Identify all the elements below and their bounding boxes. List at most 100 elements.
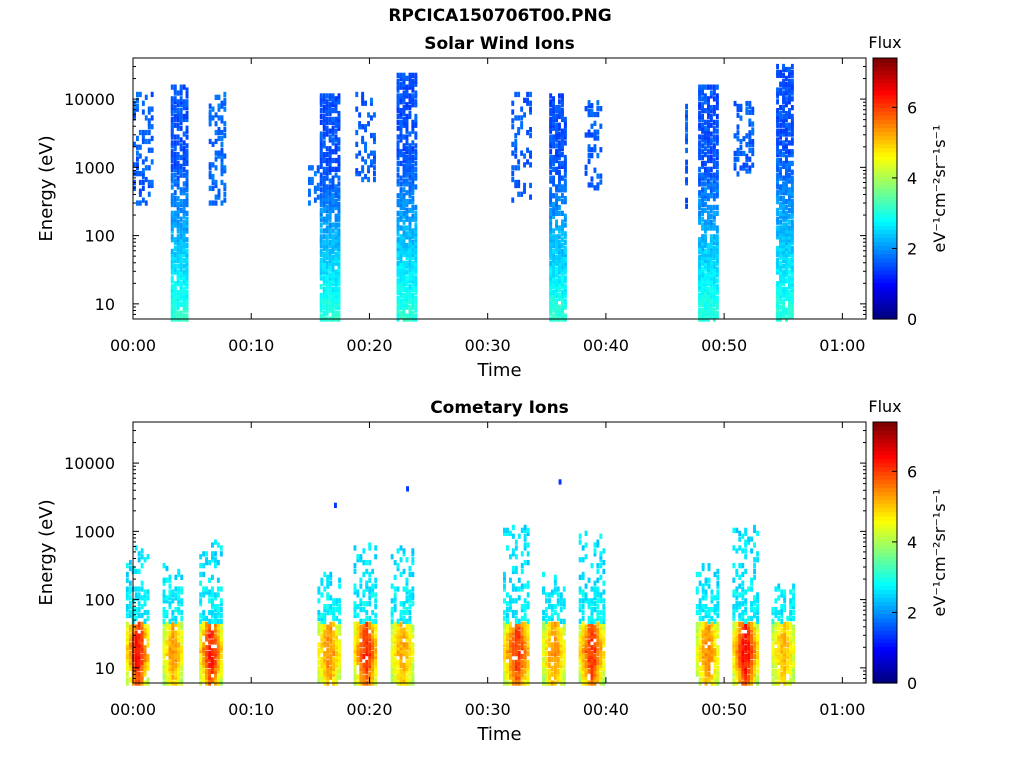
heatmap-cell <box>361 176 365 183</box>
heatmap-cell <box>325 110 329 117</box>
heatmap-cell <box>177 668 181 674</box>
heatmap-cell <box>337 263 341 269</box>
heatmap-cell <box>503 577 506 583</box>
heatmap-cell <box>322 281 326 287</box>
heatmap-cell <box>162 595 166 601</box>
heatmap-cell <box>704 96 707 102</box>
heatmap-cell <box>170 234 174 240</box>
heatmap-cell <box>355 91 359 98</box>
heatmap-cell <box>146 665 150 671</box>
heatmap-cell <box>779 298 782 304</box>
heatmap-cell <box>593 677 597 683</box>
heatmap-cell <box>374 659 378 666</box>
heatmap-cell <box>325 108 329 114</box>
heatmap-cell <box>411 157 415 164</box>
heatmap-cell <box>558 243 561 249</box>
heatmap-cell <box>549 295 553 302</box>
heatmap-cell <box>553 580 557 586</box>
heatmap-cell <box>411 228 415 234</box>
heatmap-cell <box>137 636 141 642</box>
heatmap-cell <box>353 653 357 660</box>
heatmap-cell <box>337 269 341 275</box>
heatmap-cell <box>134 648 138 654</box>
heatmap-cell <box>319 149 323 155</box>
heatmap-cell <box>128 627 132 633</box>
heatmap-cell <box>361 168 365 174</box>
heatmap-cell <box>174 642 178 648</box>
heatmap-cell <box>331 313 335 319</box>
heatmap-cell <box>738 665 742 671</box>
heatmap-cell <box>790 201 794 208</box>
heatmap-cell <box>790 175 794 181</box>
heatmap-cell <box>526 621 530 627</box>
heatmap-cell <box>558 131 561 137</box>
heatmap-cell <box>710 642 714 648</box>
heatmap-cell <box>514 665 518 671</box>
heatmap-cell <box>713 642 717 648</box>
heatmap-cell <box>179 266 183 272</box>
heatmap-cell <box>136 144 139 150</box>
heatmap-cell <box>325 251 329 258</box>
heatmap-cell <box>371 645 375 651</box>
heatmap-cell <box>334 128 338 134</box>
heatmap-cell <box>563 248 567 255</box>
heatmap-cell <box>704 119 707 125</box>
heatmap-cell <box>399 260 403 266</box>
heatmap-cell <box>788 122 791 128</box>
heatmap-cell <box>356 651 360 657</box>
heatmap-cell <box>322 310 326 316</box>
heatmap-cell <box>325 254 329 260</box>
heatmap-cell <box>214 551 217 557</box>
heatmap-cell <box>704 228 707 234</box>
heatmap-cell <box>353 665 357 671</box>
heatmap-cell <box>359 618 363 624</box>
heatmap-cell <box>712 225 716 231</box>
heatmap-cell <box>735 630 739 636</box>
heatmap-cell <box>514 115 518 121</box>
heatmap-cell <box>578 630 582 636</box>
heatmap-cell <box>171 630 175 636</box>
heatmap-cell <box>738 592 742 598</box>
heatmap-cell <box>399 210 403 216</box>
heatmap-cell <box>713 674 717 680</box>
heatmap-cell <box>137 645 141 651</box>
heatmap-cell <box>220 150 224 156</box>
heatmap-cell <box>337 298 341 304</box>
heatmap-cell <box>408 240 412 246</box>
heatmap-cell <box>514 539 518 545</box>
heatmap-cell <box>701 595 705 601</box>
heatmap-cell <box>137 568 141 575</box>
heatmap-cell <box>716 612 720 619</box>
heatmap-cell <box>548 633 551 639</box>
heatmap-cell <box>549 99 553 105</box>
heatmap-cell <box>137 642 141 648</box>
heatmap-cell <box>128 586 132 592</box>
heatmap-cell <box>177 674 181 680</box>
heatmap-cell <box>779 275 782 281</box>
heatmap-cell <box>399 84 403 90</box>
heatmap-cell <box>529 109 532 115</box>
heatmap-cell <box>365 636 369 642</box>
heatmap-cell <box>125 651 129 657</box>
heatmap-cell <box>365 609 369 616</box>
heatmap-cell <box>602 580 606 586</box>
heatmap-cell <box>326 609 330 616</box>
heatmap-cell <box>712 281 716 287</box>
heatmap-cell <box>182 307 186 313</box>
heatmap-cell <box>704 677 708 683</box>
heatmap-cell <box>319 237 323 243</box>
heatmap-cell <box>199 645 203 651</box>
heatmap-cell <box>331 181 335 187</box>
heatmap-cell <box>517 659 521 666</box>
heatmap-cell <box>368 645 372 651</box>
heatmap-cell <box>558 210 561 216</box>
heatmap-cell <box>788 131 791 137</box>
heatmap-cell <box>550 589 554 595</box>
heatmap-cell <box>146 615 150 622</box>
heatmap-cell <box>173 266 177 272</box>
heatmap-cell <box>599 630 603 636</box>
heatmap-cell <box>396 272 400 278</box>
heatmap-cell <box>173 254 177 260</box>
heatmap-cell <box>779 278 782 284</box>
heatmap-cell <box>785 263 788 269</box>
